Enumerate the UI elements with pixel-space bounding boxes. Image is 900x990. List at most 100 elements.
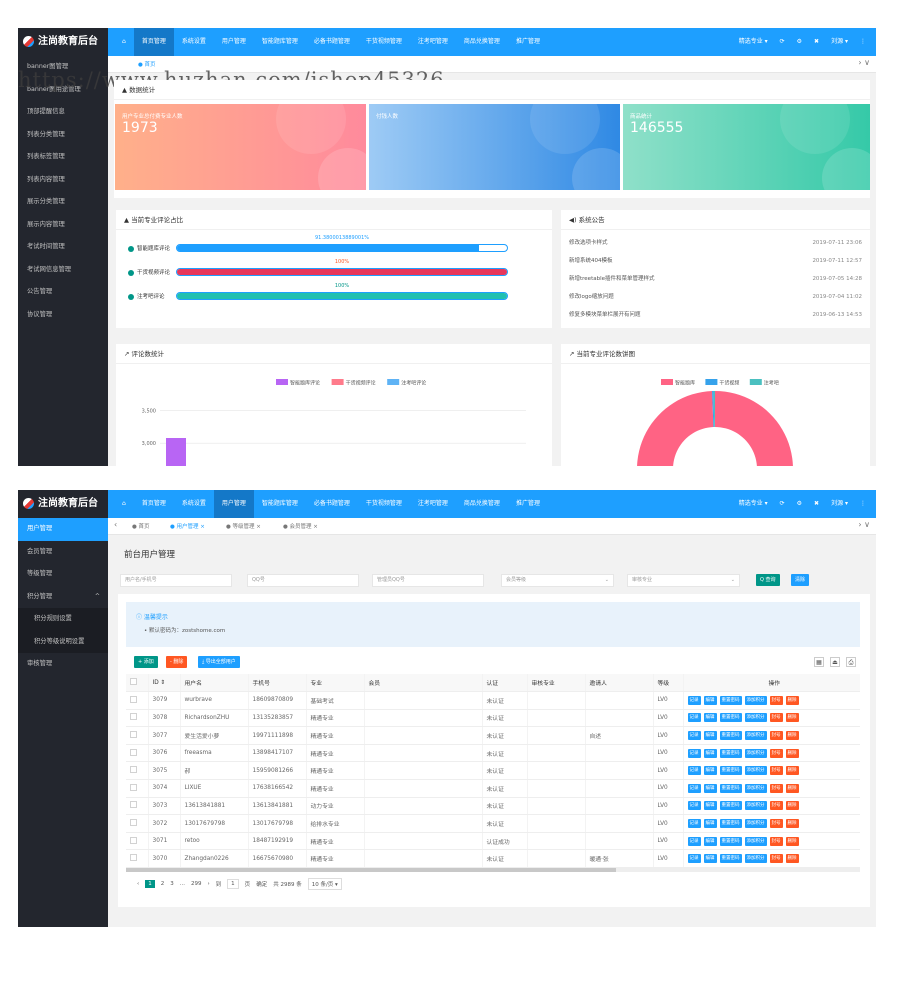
action-button[interactable]: 记录 [687, 783, 701, 793]
pager-item[interactable]: 1 [227, 879, 239, 889]
action-button[interactable]: 重置密码 [719, 713, 742, 723]
action-button[interactable]: 封号 [769, 819, 783, 829]
action-button[interactable]: 编辑 [703, 836, 717, 846]
row-select[interactable] [126, 744, 149, 763]
nav-item[interactable]: 智能题库管理 [261, 500, 298, 507]
settings-icon[interactable]: ⚙ [796, 38, 803, 45]
export-button[interactable]: ⤓ 导出全部用户 [198, 656, 240, 668]
sidebar-item[interactable]: 列表分类管理 [27, 130, 65, 138]
action-button[interactable]: 删除 [785, 748, 799, 758]
nav-item[interactable]: 首页管理 [133, 28, 174, 56]
checkbox[interactable] [130, 695, 137, 703]
sidebar-item[interactable]: 列表标签管理 [27, 153, 65, 160]
nav-item[interactable]: 注考吧管理 [417, 500, 448, 507]
username-input[interactable]: 用户名/手机号 [120, 574, 232, 587]
action-button[interactable]: 封号 [769, 836, 783, 846]
sidebar-subitem[interactable]: 积分规则设置 [18, 608, 108, 631]
user-menu[interactable]: 刘源 ▾ [831, 500, 848, 507]
sidebar-item[interactable]: 审核管理 [27, 660, 53, 667]
row-select[interactable] [126, 709, 149, 728]
sidebar-item[interactable]: banner图管理 [27, 63, 69, 70]
action-button[interactable]: 添加积分 [744, 748, 767, 758]
tab-home[interactable]: ● 首页 [132, 524, 150, 530]
pager-item[interactable]: 10 条/页 ▾ [307, 878, 342, 890]
action-button[interactable]: 编辑 [703, 713, 717, 723]
action-button[interactable]: 记录 [687, 854, 701, 864]
action-button[interactable]: 封号 [769, 801, 783, 811]
notice-item[interactable]: 修改选项卡样式 2019-07-11 23:06 [569, 234, 862, 252]
tab-members[interactable]: ● 会员管理 × [283, 524, 318, 530]
tab-users[interactable]: ● 用户管理 × [170, 524, 205, 530]
fullscreen-icon[interactable]: ✖ [814, 500, 820, 507]
sidebar-item[interactable]: 顶部提醒信息 [27, 108, 65, 115]
action-button[interactable]: 记录 [687, 819, 701, 829]
action-button[interactable]: 重置密码 [719, 748, 742, 758]
horizontal-scrollbar[interactable] [126, 868, 860, 872]
checkbox[interactable] [130, 678, 137, 686]
nav-item[interactable]: 注考吧管理 [417, 38, 448, 45]
action-button[interactable]: 删除 [785, 854, 799, 864]
action-button[interactable]: 添加积分 [744, 766, 767, 776]
action-button[interactable]: 编辑 [703, 748, 717, 758]
tab-scroll-controls[interactable]: › ∨ [858, 520, 870, 529]
row-select[interactable] [126, 691, 149, 710]
fullscreen-icon[interactable]: ✖ [814, 38, 820, 45]
pager-item[interactable]: 2 [160, 881, 165, 887]
action-button[interactable]: 编辑 [703, 801, 717, 811]
action-button[interactable]: 添加积分 [744, 801, 767, 811]
admin-qq-input[interactable]: 管理员QQ号 [372, 574, 484, 587]
nav-item[interactable]: 商品兑换管理 [463, 500, 500, 507]
checkbox[interactable] [130, 836, 137, 844]
action-button[interactable]: 重置密码 [719, 731, 742, 741]
action-button[interactable]: 封号 [769, 713, 783, 723]
sidebar-item[interactable]: 列表内容管理 [27, 175, 65, 183]
action-button[interactable]: 记录 [687, 748, 701, 758]
notice-item[interactable]: 新增系统404模板 2019-07-11 12:57 [569, 252, 862, 270]
sidebar-item[interactable]: 等级管理 [27, 570, 53, 577]
action-button[interactable]: 重置密码 [719, 836, 742, 846]
action-button[interactable]: 重置密码 [719, 854, 742, 864]
sidebar-item[interactable]: 公告管理 [27, 288, 53, 295]
action-button[interactable]: 封号 [769, 748, 783, 758]
action-button[interactable]: 编辑 [703, 731, 717, 741]
action-button[interactable]: 记录 [687, 836, 701, 846]
sidebar-item[interactable]: 会员管理 [27, 547, 53, 555]
pager-item[interactable]: ... [179, 881, 185, 887]
sidebar-item[interactable]: 展示分类管理 [27, 198, 65, 205]
action-button[interactable]: 封号 [769, 731, 783, 741]
notice-item[interactable]: 新增treetable插件和菜单管理样式 2019-07-05 14:28 [569, 270, 862, 288]
select-all-header[interactable] [126, 674, 149, 693]
checkbox[interactable] [130, 819, 137, 827]
action-button[interactable]: 添加积分 [744, 713, 767, 723]
action-button[interactable]: 删除 [785, 801, 799, 811]
action-button[interactable]: 重置密码 [719, 766, 742, 776]
nav-item[interactable]: 必备书题管理 [313, 500, 350, 507]
action-button[interactable]: 删除 [785, 819, 799, 829]
action-button[interactable]: 删除 [785, 836, 799, 846]
checkbox[interactable] [130, 801, 137, 809]
scrollbar-thumb[interactable] [126, 868, 616, 872]
action-button[interactable]: 编辑 [703, 854, 717, 864]
checkbox[interactable] [130, 748, 137, 756]
export-icon[interactable]: ⏏ [830, 657, 840, 667]
action-button[interactable]: 记录 [687, 801, 701, 811]
action-button[interactable]: 编辑 [703, 783, 717, 793]
pager-item[interactable]: › [207, 881, 210, 887]
row-select[interactable] [126, 832, 149, 851]
action-button[interactable]: 删除 [785, 713, 799, 723]
action-button[interactable]: 添加积分 [744, 731, 767, 741]
app-logo[interactable]: 注尚教育后台 [18, 28, 108, 56]
sidebar-subitem[interactable]: 积分等级说明设置 [18, 630, 108, 653]
action-button[interactable]: 重置密码 [719, 819, 742, 829]
refresh-icon[interactable]: ⟳ [779, 38, 785, 45]
sidebar-item-points[interactable]: 积分管理 ^ [18, 586, 108, 609]
checkbox[interactable] [130, 854, 137, 862]
nav-item[interactable]: 推广管理 [515, 500, 540, 507]
pager-item[interactable]: 3 [170, 881, 174, 887]
action-button[interactable]: 记录 [687, 713, 701, 723]
sidebar-item[interactable]: 考试时间管理 [27, 243, 65, 250]
action-button[interactable]: 删除 [785, 695, 799, 705]
nav-item[interactable]: 商品兑换管理 [463, 38, 500, 45]
member-level-select[interactable]: 会员等级 ⌄ [501, 574, 614, 587]
checkbox[interactable] [130, 713, 137, 721]
